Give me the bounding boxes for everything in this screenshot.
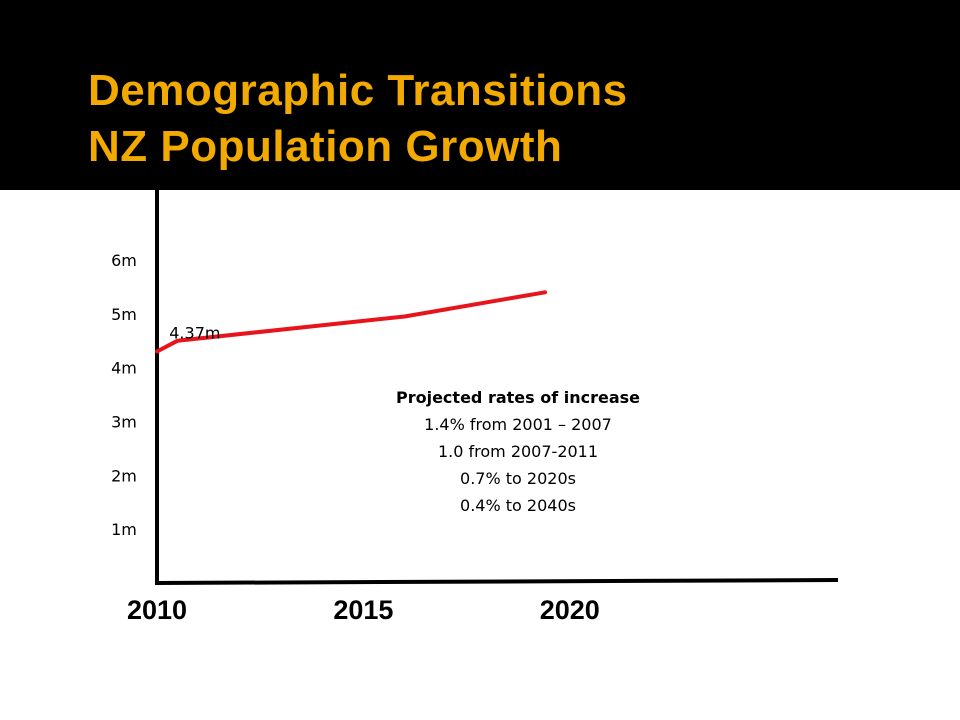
note-line: 1.4% from 2001 – 2007	[424, 415, 612, 434]
title-band	[0, 0, 960, 190]
data-point	[544, 291, 546, 293]
x-tick-label: 2015	[333, 595, 393, 625]
series-line	[155, 290, 547, 354]
x-axis	[154, 578, 839, 585]
note-line: 1.0 from 2007-2011	[437, 442, 599, 461]
data-point	[404, 316, 406, 318]
data-label: 4.37m	[169, 324, 220, 343]
note-heading: Projected rates of increase	[395, 388, 641, 407]
data-point	[177, 340, 179, 342]
y-tick-label: 6m	[111, 251, 137, 270]
y-tick-label: 3m	[111, 412, 137, 431]
y-tick-label: 5m	[111, 305, 137, 324]
note-line: 0.4% to 2040s	[460, 496, 576, 515]
data-point	[156, 351, 158, 353]
slide-title-line-2: NZ Population Growth	[88, 122, 563, 171]
slide-title-line-1: Demographic Transitions	[88, 66, 628, 115]
y-tick-label: 1m	[111, 520, 137, 539]
y-tick-label: 2m	[111, 466, 137, 485]
y-tick-label: 4m	[111, 359, 137, 378]
x-tick-label: 2020	[540, 595, 600, 625]
x-tick-label: 2010	[127, 595, 187, 625]
note-line: 0.7% to 2020s	[460, 469, 576, 488]
projected-rates-note: Projected rates of increase 1.4% from 20…	[368, 384, 668, 519]
